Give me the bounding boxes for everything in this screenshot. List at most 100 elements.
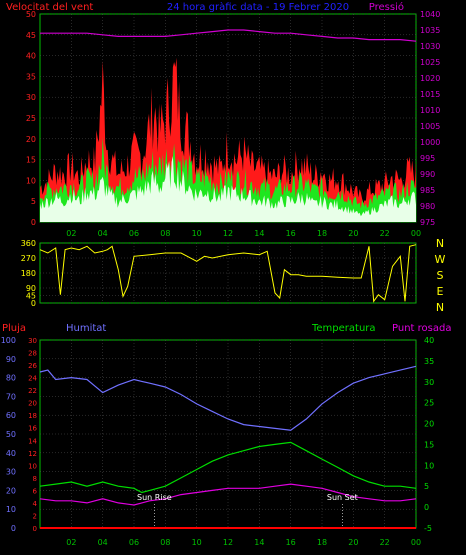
- humidity-tick-label: 40: [6, 449, 16, 458]
- compass-label: N: [436, 237, 444, 250]
- x-tick-label: 12: [223, 229, 233, 238]
- x-tick-label: 12: [223, 538, 233, 547]
- humidity-tick-label: 20: [6, 486, 16, 495]
- pressure-line: [40, 29, 417, 42]
- wind-tick-label: 25: [26, 114, 36, 123]
- compass-label: N: [436, 301, 444, 314]
- x-tick-label: 02: [66, 229, 76, 238]
- humidity-tick-label: 50: [6, 430, 16, 439]
- wind-speed-title: Velocitat del vent: [6, 2, 93, 13]
- rain-tick-label: 24: [28, 375, 37, 383]
- direction-tick-label: 45: [26, 292, 36, 301]
- rain-tick-label: 0: [33, 525, 37, 533]
- x-tick-label: 08: [160, 538, 170, 547]
- rain-tick-label: 12: [28, 450, 37, 458]
- x-tick-label: 18: [317, 538, 327, 547]
- rain-tick-label: 30: [28, 337, 37, 345]
- x-tick-label: 10: [192, 538, 202, 547]
- x-tick-label: 04: [98, 229, 108, 238]
- grid-lines: [40, 13, 417, 529]
- sun-annotation: Sun Rise: [137, 493, 172, 502]
- temperature-axis-title: Temperatura: [311, 323, 376, 334]
- x-tick-label: 06: [129, 538, 139, 547]
- x-tick-label: 20: [348, 538, 358, 547]
- direction-tick-label: 270: [21, 254, 36, 263]
- x-tick-label: 16: [286, 538, 296, 547]
- rain-tick-label: 4: [33, 500, 38, 508]
- humidity-tick-label: 80: [6, 374, 16, 383]
- wind-tick-label: 30: [26, 93, 36, 102]
- rain-tick-label: 20: [28, 400, 37, 408]
- direction-tick-label: 180: [21, 269, 36, 278]
- rain-tick-label: 2: [33, 512, 37, 520]
- pressure-title: Pressió: [369, 1, 404, 13]
- rain-tick-label: 8: [33, 475, 37, 483]
- pressure-tick-label: 1020: [420, 74, 440, 83]
- dewpoint-line: [39, 483, 417, 506]
- x-tick-label: 14: [254, 538, 264, 547]
- wind-tick-label: 5: [31, 197, 36, 206]
- direction-line: [39, 244, 417, 303]
- rain-tick-label: 26: [28, 362, 37, 370]
- pressure-tick-label: 1005: [420, 122, 440, 131]
- humidity-tick-label: 0: [11, 524, 16, 533]
- pressure-tick-label: 1015: [420, 90, 440, 99]
- pressure-tick-label: 1035: [420, 26, 440, 35]
- rain-tick-label: 10: [28, 462, 37, 470]
- pressure-tick-label: 990: [420, 170, 435, 179]
- humidity-axis-title: Humitat: [66, 323, 106, 334]
- humidity-tick-label: 30: [6, 468, 16, 477]
- temperature-tick-label: 35: [424, 357, 434, 366]
- rain-tick-label: 18: [28, 412, 37, 420]
- x-tick-label: 08: [160, 229, 170, 238]
- humidity-line: [39, 365, 417, 431]
- temperature-line: [39, 441, 417, 494]
- temperature-tick-label: 25: [424, 399, 434, 408]
- wind-tick-label: 15: [26, 156, 36, 165]
- temperature-tick-label: -5: [424, 524, 432, 533]
- wind-tick-label: 10: [26, 176, 36, 185]
- dewpoint-axis-title: Punt rosada: [392, 323, 451, 334]
- chart-date-title: 24 hora gràfic data - 19 Febrer 2020: [167, 1, 349, 13]
- temperature-tick-label: 10: [424, 461, 434, 470]
- axis-labels: 0202040406060808101012121414161618182020…: [1, 10, 446, 547]
- wind-tick-label: 0: [31, 218, 36, 227]
- x-tick-label: 00: [411, 538, 421, 547]
- x-tick-label: 04: [98, 538, 108, 547]
- wind-tick-label: 20: [26, 135, 36, 144]
- x-tick-label: 02: [66, 538, 76, 547]
- wind-low-area: [40, 156, 416, 222]
- pressure-tick-label: 980: [420, 202, 435, 211]
- wind-tick-label: 40: [26, 52, 36, 61]
- temperature-tick-label: 30: [424, 378, 434, 387]
- compass-label: S: [437, 269, 444, 282]
- temperature-tick-label: 40: [424, 336, 434, 345]
- pressure-tick-label: 1025: [420, 58, 440, 67]
- x-tick-label: 22: [380, 229, 390, 238]
- pressure-tick-label: 1010: [420, 106, 440, 115]
- rain-tick-label: 16: [28, 425, 37, 433]
- compass-label: E: [437, 285, 444, 298]
- x-tick-label: 18: [317, 229, 327, 238]
- temperature-tick-label: 0: [424, 503, 429, 512]
- wind-tick-label: 35: [26, 72, 36, 81]
- chart-marks: [39, 29, 417, 529]
- pressure-tick-label: 1040: [420, 10, 440, 19]
- humidity-tick-label: 90: [6, 355, 16, 364]
- x-tick-label: 20: [348, 229, 358, 238]
- x-tick-label: 06: [129, 229, 139, 238]
- pressure-tick-label: 995: [420, 154, 435, 163]
- pressure-tick-label: 1030: [420, 42, 440, 51]
- direction-tick-label: 0: [31, 299, 36, 308]
- humidity-tick-label: 10: [6, 505, 16, 514]
- x-tick-label: 10: [192, 229, 202, 238]
- pressure-tick-label: 1000: [420, 138, 440, 147]
- x-tick-label: 00: [411, 229, 421, 238]
- x-tick-label: 14: [254, 229, 264, 238]
- temperature-tick-label: 20: [424, 420, 434, 429]
- sun-annotation: Sun Set: [327, 493, 358, 502]
- x-tick-label: 22: [380, 538, 390, 547]
- direction-tick-label: 360: [21, 239, 36, 248]
- temperature-tick-label: 15: [424, 440, 434, 449]
